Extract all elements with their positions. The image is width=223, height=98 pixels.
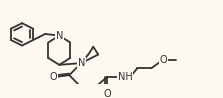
Text: NH: NH xyxy=(118,72,133,82)
Text: N: N xyxy=(56,31,63,41)
Text: O: O xyxy=(50,72,57,82)
Text: O: O xyxy=(159,55,167,65)
Text: O: O xyxy=(103,89,111,98)
Text: N: N xyxy=(78,58,85,68)
